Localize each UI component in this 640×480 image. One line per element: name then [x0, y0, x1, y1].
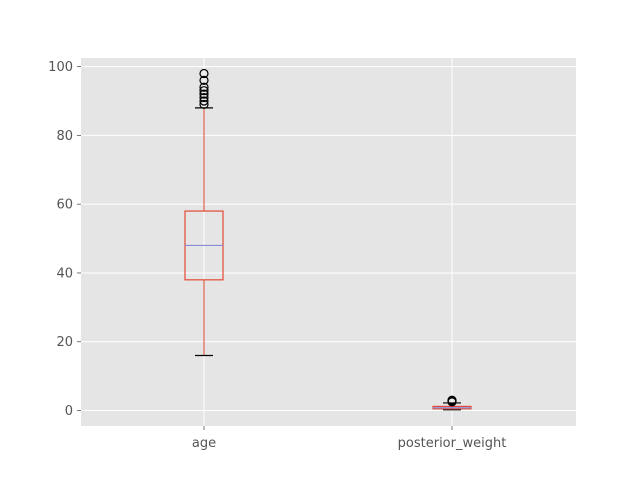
outlier-point [199, 82, 209, 92]
y-tick-label: 40 [56, 266, 73, 281]
outlier-point [199, 92, 209, 103]
x-tick-label: age [192, 436, 216, 451]
box-plots [184, 68, 472, 411]
y-tick-label: 100 [48, 60, 73, 75]
box-group-age [184, 68, 224, 357]
outlier-point [199, 99, 209, 110]
box-group-posterior-weight [432, 395, 472, 411]
outlier-point [199, 75, 209, 85]
outlier-point [199, 68, 209, 79]
x-tick-label: posterior_weight [398, 436, 507, 451]
outlier-point [199, 96, 209, 106]
outlier-point [199, 89, 209, 99]
x-axis-ticks: age posterior_weight [192, 426, 506, 451]
outlier-point [447, 395, 457, 405]
y-tick-label: 80 [56, 129, 73, 144]
y-tick-label: 20 [56, 335, 73, 350]
y-axis-ticks: 0 20 40 60 80 100 [48, 60, 81, 419]
plot-area [81, 58, 576, 426]
y-tick-label: 60 [56, 198, 73, 213]
outlier-point [199, 86, 209, 96]
y-tick-label: 0 [65, 404, 73, 419]
